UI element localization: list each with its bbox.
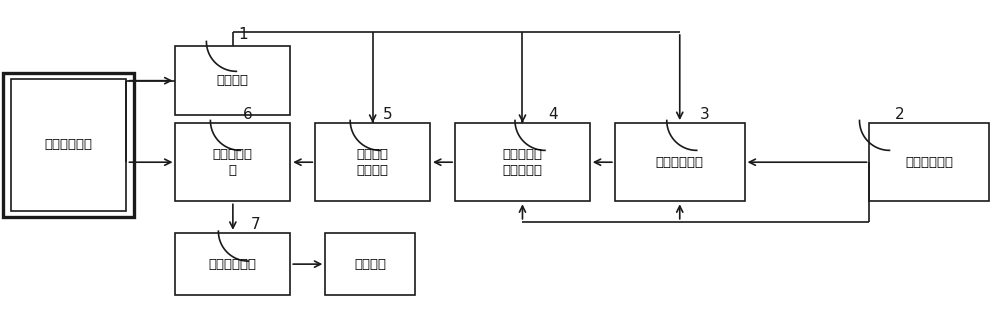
Text: 能选择单元: 能选择单元 (502, 164, 542, 177)
Text: 元: 元 (229, 164, 237, 177)
Text: 系统输入电源: 系统输入电源 (44, 139, 92, 152)
Bar (315, 123, 430, 201)
Text: 掉电重启功: 掉电重启功 (502, 147, 542, 161)
Text: 3: 3 (700, 107, 709, 122)
Text: 5: 5 (383, 107, 393, 122)
Bar (869, 123, 989, 201)
Bar (325, 233, 415, 295)
Text: 延时上电: 延时上电 (357, 147, 389, 161)
Text: 4: 4 (548, 107, 558, 122)
Bar (3, 73, 134, 217)
Text: 7: 7 (250, 217, 260, 232)
Text: 6: 6 (243, 107, 253, 122)
Text: 电源控制单: 电源控制单 (213, 147, 253, 161)
Text: 状态监测单元: 状态监测单元 (656, 156, 704, 169)
Bar (175, 46, 290, 115)
Text: 滤波网络单元: 滤波网络单元 (209, 258, 257, 271)
Bar (615, 123, 745, 201)
Text: 1: 1 (238, 27, 248, 42)
Text: 控制单元: 控制单元 (357, 164, 389, 177)
Bar (11, 79, 126, 211)
Bar (455, 123, 590, 201)
Bar (175, 123, 290, 201)
Text: 系统供电: 系统供电 (354, 258, 386, 271)
Bar (175, 233, 290, 295)
Text: 2: 2 (894, 107, 904, 122)
Text: 第一处理单元: 第一处理单元 (905, 156, 953, 169)
Text: 供电单元: 供电单元 (217, 74, 249, 87)
